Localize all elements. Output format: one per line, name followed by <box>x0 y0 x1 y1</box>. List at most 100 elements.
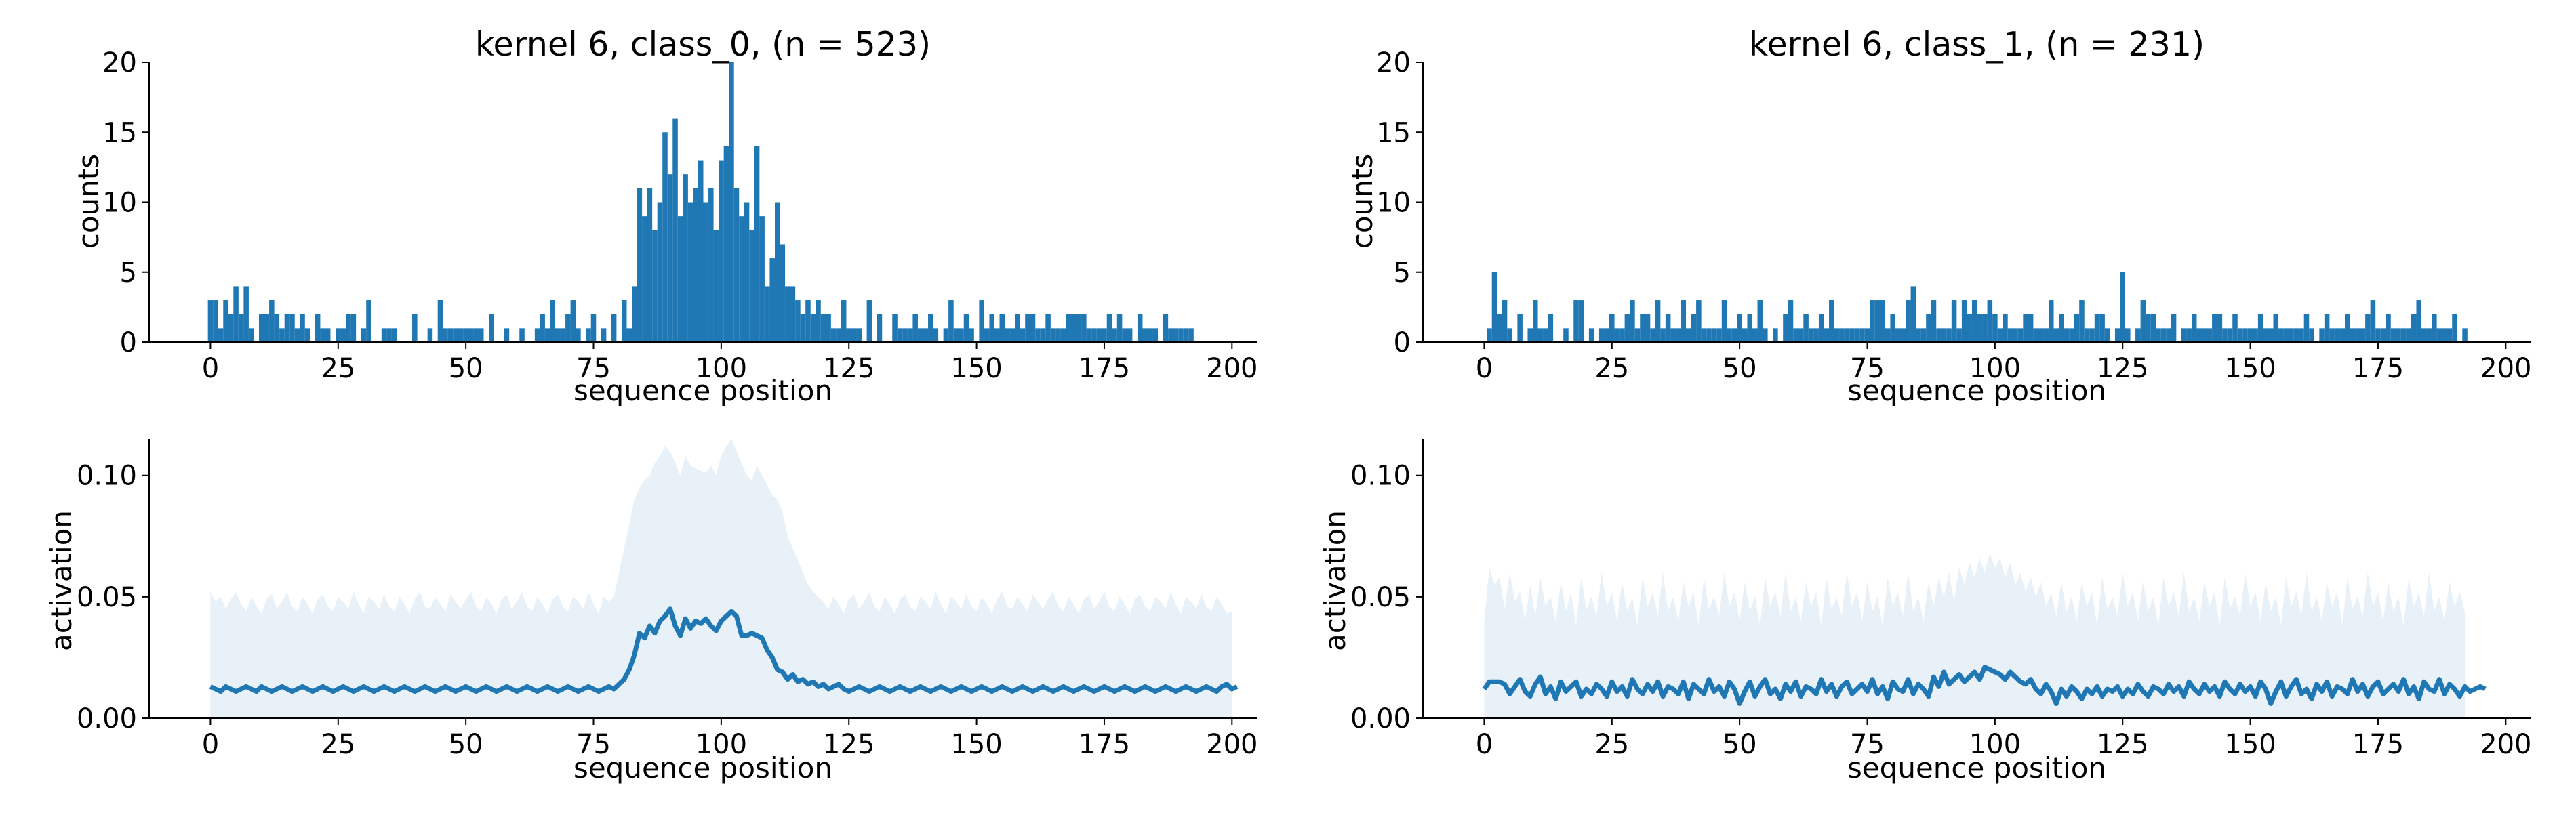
bar <box>1168 328 1173 342</box>
bar <box>713 230 719 342</box>
bar <box>1183 328 1189 342</box>
x-tick-label: 125 <box>823 353 874 384</box>
bar <box>989 314 994 342</box>
bar <box>2166 328 2171 342</box>
activation-band <box>1484 553 2466 718</box>
bar <box>1060 328 1066 342</box>
x-tick-label: 75 <box>1850 729 1885 760</box>
bar <box>550 300 555 342</box>
bar <box>233 286 239 342</box>
bar <box>1870 300 1875 342</box>
bar <box>458 328 464 342</box>
x-tick-label: 25 <box>1594 729 1629 760</box>
bar <box>1116 314 1123 342</box>
bar <box>2309 328 2314 342</box>
bar <box>1045 314 1051 342</box>
bar <box>2150 314 2156 342</box>
bar <box>2462 328 2468 342</box>
bar <box>632 286 637 342</box>
bar <box>959 328 964 342</box>
bar <box>729 62 734 342</box>
bar <box>2212 314 2217 342</box>
bar <box>1188 328 1194 342</box>
bar <box>1834 328 1840 342</box>
bar <box>1849 328 1855 342</box>
bar <box>2227 328 2233 342</box>
bar <box>315 314 321 342</box>
bar <box>943 328 949 342</box>
bar <box>2094 314 2100 342</box>
bar <box>1634 328 1641 342</box>
bar <box>1598 328 1605 342</box>
bar <box>2289 328 2294 342</box>
bar <box>2120 272 2126 342</box>
bar <box>1112 328 1117 342</box>
bar <box>2222 328 2228 342</box>
bar <box>2074 314 2080 342</box>
bar <box>948 300 954 342</box>
bar <box>1864 328 1870 342</box>
bar <box>2278 328 2284 342</box>
bar <box>1537 328 1544 342</box>
bar <box>1890 314 1895 342</box>
bar <box>1009 328 1015 342</box>
bar <box>1757 300 1763 342</box>
bar <box>248 328 254 342</box>
bar <box>1588 328 1594 342</box>
bar <box>1844 328 1850 342</box>
bar <box>601 328 607 342</box>
x-tick-label: 150 <box>2224 353 2276 384</box>
bar <box>1895 328 1901 342</box>
bar <box>294 328 300 342</box>
bar <box>1040 328 1046 342</box>
bar <box>238 314 244 342</box>
bar <box>2156 328 2161 342</box>
bar <box>2038 328 2044 342</box>
y-axis-label: counts <box>1346 154 1379 249</box>
bar <box>2064 328 2070 342</box>
plot-area: 0 25 50 75 100 125 150 175 200 0.00 0.05 0.10 <box>77 439 1258 760</box>
x-tick-label: 125 <box>2097 729 2148 760</box>
bar <box>1619 328 1625 342</box>
bar <box>2411 314 2417 342</box>
bar <box>519 328 525 342</box>
bar <box>361 328 367 342</box>
bar <box>2217 314 2223 342</box>
plot-area: 0 25 50 75 100 125 150 175 200 0 5 10 15 20 <box>1376 47 2531 384</box>
bar <box>1691 314 1697 342</box>
bar <box>1977 314 1983 342</box>
bar <box>774 202 780 342</box>
bar <box>1686 328 1691 342</box>
bar <box>2146 314 2151 342</box>
bar <box>1081 314 1087 342</box>
bar <box>2186 328 2192 342</box>
bar <box>805 300 811 342</box>
bar <box>1178 328 1184 342</box>
bar <box>1491 272 1497 342</box>
bar <box>447 328 454 342</box>
bar <box>570 300 576 342</box>
bar <box>1532 300 1538 342</box>
bar <box>1025 314 1030 342</box>
bar <box>667 174 673 342</box>
bar <box>2360 328 2366 342</box>
bar <box>2268 328 2274 342</box>
bar <box>626 328 632 342</box>
bar <box>1609 314 1615 342</box>
bar <box>1142 328 1148 342</box>
mean-activation-line <box>1482 665 2487 707</box>
bar <box>1971 300 1977 342</box>
bar <box>897 328 903 342</box>
bar <box>1874 300 1880 342</box>
bar <box>723 146 729 342</box>
bar <box>1752 328 1758 342</box>
x-tick-label: 100 <box>1969 353 2021 384</box>
bar <box>892 314 898 342</box>
bar <box>2390 328 2396 342</box>
bar <box>1803 314 1809 342</box>
x-tick-label: 100 <box>1969 729 2021 760</box>
bar <box>1793 328 1798 342</box>
y-tick-label: 10 <box>102 188 137 219</box>
bar <box>2344 314 2350 342</box>
bar <box>999 314 1005 342</box>
